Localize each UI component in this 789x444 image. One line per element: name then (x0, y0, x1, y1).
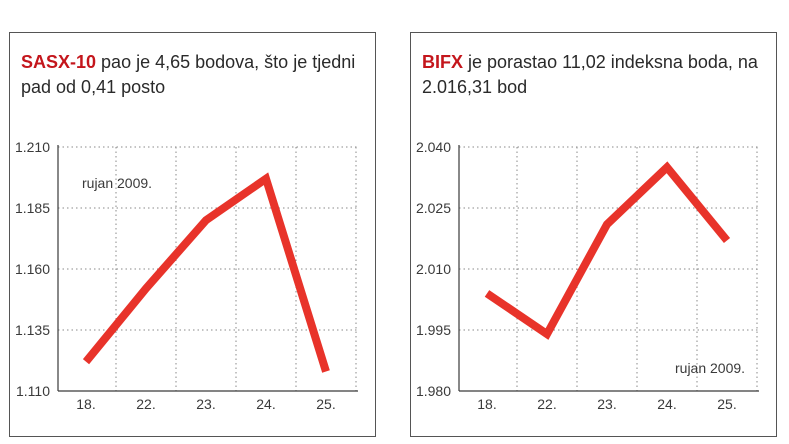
headline-text: je porastao 11,02 indeksna boda, na 2.01… (422, 52, 758, 97)
index-name: SASX-10 (21, 52, 97, 72)
y-tick-label: 1.995 (416, 322, 451, 338)
x-tick-label: 23. (597, 396, 616, 412)
chart-annotation: rujan 2009. (675, 360, 745, 376)
index-name: BIFX (422, 52, 464, 72)
series-line (484, 161, 731, 340)
y-tick-label: 2.025 (416, 200, 451, 216)
y-tick-label: 1.210 (15, 139, 50, 155)
chart-headline: BIFX je porastao 11,02 indeksna boda, na… (422, 50, 767, 100)
chart-annotation: rujan 2009. (82, 175, 152, 191)
x-tick-label: 23. (196, 396, 215, 412)
y-tick-label: 2.010 (416, 261, 451, 277)
y-tick-label: 1.980 (416, 383, 451, 399)
x-tick-label: 22. (537, 396, 556, 412)
x-tick-label: 25. (316, 396, 335, 412)
y-tick-label: 1.185 (15, 200, 50, 216)
x-tick-label: 24. (256, 396, 275, 412)
line-chart-sasx: rujan 2009. 1.110 1.135 1.160 1.185 1.210 18.… (15, 139, 358, 412)
x-tick-label: 18. (76, 396, 95, 412)
y-tick-label: 1.135 (15, 322, 50, 338)
x-tick-label: 25. (717, 396, 736, 412)
x-tick-label: 22. (136, 396, 155, 412)
chart-panel-sasx: SASX-10 pao je 4,65 bodova, što je tjedn… (9, 32, 376, 437)
series-line (82, 172, 330, 373)
chart-panel-bifx: BIFX je porastao 11,02 indeksna boda, na… (410, 32, 777, 437)
line-chart-bifx: rujan 2009. 1.980 1.995 2.010 2.025 2.040 18.… (416, 139, 759, 412)
y-tick-label: 1.110 (16, 383, 50, 399)
y-tick-label: 2.040 (416, 139, 451, 155)
x-tick-label: 18. (477, 396, 496, 412)
chart-headline: SASX-10 pao je 4,65 bodova, što je tjedn… (21, 50, 366, 100)
headline-text: pao je 4,65 bodova, što je tjedni pad od… (21, 52, 356, 97)
x-tick-label: 24. (657, 396, 676, 412)
y-tick-label: 1.160 (15, 261, 50, 277)
grid (459, 146, 759, 391)
